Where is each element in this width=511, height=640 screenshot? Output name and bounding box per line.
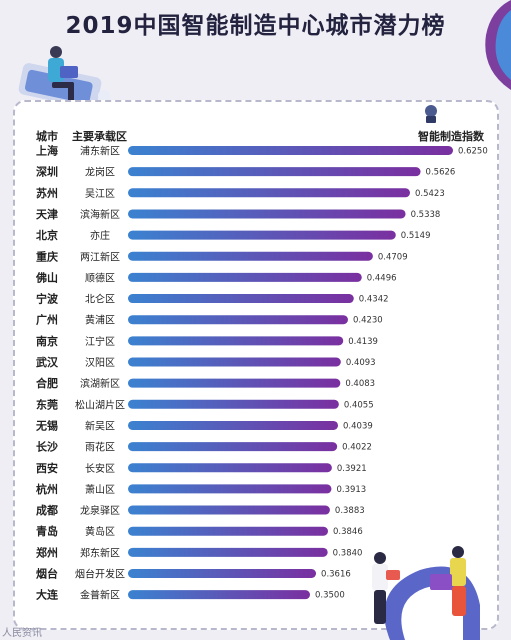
value-label: 0.5338 [411,210,441,220]
zone-label: 萧山区 [85,484,115,496]
zone-label: 烟台开发区 [75,568,125,581]
zone-label: 松山湖片区 [75,398,125,411]
column-header-index: 智能制造指数 [418,130,484,143]
zone-label: 龙泉驿区 [80,504,120,517]
bar [128,209,406,219]
city-label: 长沙 [36,440,58,454]
column-header-zone: 主要承载区 [72,130,127,143]
zone-label: 雨花区 [85,441,115,454]
city-label: 大连 [36,588,59,602]
zone-label: 长安区 [85,462,115,475]
page-title: 2019中国智能制造中心城市潜力榜 [65,13,446,39]
city-label: 广州 [36,313,58,327]
city-label: 北京 [36,228,58,242]
zone-label: 顺德区 [85,271,115,284]
value-label: 0.4709 [378,252,408,262]
bar [128,569,317,578]
value-label: 0.5626 [426,168,456,178]
value-label: 0.4039 [343,421,373,431]
bottom-illustration [372,546,480,640]
zone-label: 浦东新区 [80,145,120,158]
city-label: 天津 [36,207,58,221]
value-label: 0.4083 [345,379,375,389]
person-illustration [48,46,78,104]
city-label: 无锡 [35,418,58,432]
city-label: 宁波 [36,292,59,306]
zone-label: 两江新区 [80,250,120,263]
city-label: 东莞 [36,397,58,411]
value-label: 0.3616 [321,570,351,580]
value-label: 0.3840 [333,548,363,558]
bar [128,505,330,515]
bar [128,590,310,600]
zone-label: 金普新区 [80,589,120,602]
city-label: 青岛 [36,524,58,538]
zone-label: 黄浦区 [85,314,115,327]
city-label: 上海 [36,144,58,158]
bar [128,442,338,452]
value-label: 0.3500 [315,591,345,601]
zone-label: 亦庄 [90,229,110,242]
city-label: 武汉 [36,355,59,369]
city-label: 郑州 [36,545,58,559]
bar [128,315,348,325]
bar [128,146,453,155]
zone-label: 北仑区 [85,293,115,306]
bar [128,336,344,346]
city-label: 合肥 [36,376,58,390]
bar [128,167,421,177]
bar [128,294,354,304]
value-label: 0.3913 [336,485,366,495]
value-label: 0.5423 [415,189,445,199]
zone-label: 新吴区 [85,419,115,432]
zone-label: 郑东新区 [80,546,120,559]
city-label: 南京 [36,334,58,348]
bar [128,251,373,261]
value-label: 0.4342 [359,295,389,305]
city-label: 烟台 [36,567,58,581]
value-label: 0.4022 [342,443,372,453]
city-label: 佛山 [35,270,58,284]
city-label: 成都 [36,503,58,517]
city-label: 西安 [36,461,58,475]
zone-label: 滨湖新区 [80,377,120,390]
bar [128,484,332,494]
corner-decoration [485,0,511,90]
bar [128,526,328,536]
value-label: 0.3846 [333,527,363,537]
watermark: 人民资讯 [2,628,42,639]
zone-label: 滨海新区 [80,208,120,221]
city-label: 苏州 [36,186,58,200]
bar [128,357,341,367]
zone-label: 黄岛区 [85,525,115,538]
bar [128,399,339,409]
value-label: 0.4139 [348,337,378,347]
value-label: 0.3883 [335,506,365,516]
column-header-city: 城市 [36,130,58,143]
bar [128,272,362,282]
city-label: 深圳 [36,165,58,179]
zone-label: 江宁区 [85,335,115,348]
bar [128,378,341,388]
bar [128,463,332,473]
value-label: 0.4093 [346,358,376,368]
bar [128,547,328,557]
city-label: 杭州 [36,482,58,496]
zone-label: 汉阳区 [85,357,115,369]
value-label: 0.4055 [344,400,374,410]
factory-icon [425,105,437,123]
city-label: 重庆 [36,249,58,263]
value-label: 0.4496 [367,273,397,283]
bar [128,188,410,198]
value-label: 0.3921 [337,464,367,474]
bar [128,230,396,240]
value-label: 0.6250 [458,147,488,157]
bar [128,420,339,430]
zone-label: 龙岗区 [85,166,115,179]
zone-label: 吴江区 [85,188,115,200]
value-label: 0.4230 [353,316,383,326]
value-label: 0.5149 [401,231,431,241]
